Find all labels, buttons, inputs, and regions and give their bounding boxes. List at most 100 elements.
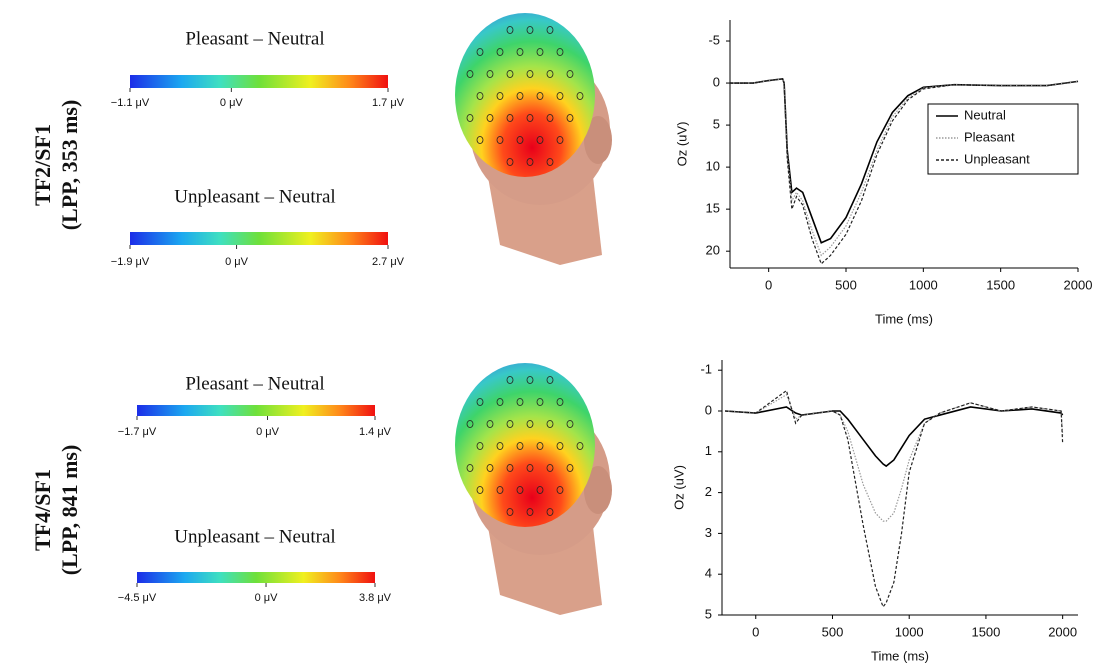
- ear: [584, 466, 612, 514]
- electrode: [566, 70, 574, 78]
- electrode: [516, 486, 524, 494]
- x-tick-label: 0: [765, 277, 772, 292]
- y-tick-label: 1: [705, 443, 712, 458]
- legend-label: Pleasant: [964, 129, 1015, 144]
- electrode: [526, 26, 534, 34]
- electrode: [546, 26, 554, 34]
- electrode: [576, 442, 584, 450]
- electrode: [526, 70, 534, 78]
- y-tick-label: 0: [713, 74, 720, 89]
- y-tick-label: 5: [705, 606, 712, 621]
- electrode: [546, 158, 554, 166]
- electrode: [506, 70, 514, 78]
- electrode: [476, 398, 484, 406]
- electrode: [506, 158, 514, 166]
- x-tick-label: 0: [752, 624, 759, 639]
- row-label: TF2/SF1: [30, 124, 55, 206]
- electrode: [496, 48, 504, 56]
- colorbar-tick-label: 1.4 μV: [359, 426, 392, 438]
- electrode: [516, 92, 524, 100]
- y-tick-label: 0: [705, 402, 712, 417]
- electrode: [546, 70, 554, 78]
- x-axis-label: Time (ms): [871, 648, 929, 663]
- electrode: [526, 158, 534, 166]
- electrode: [496, 136, 504, 144]
- colorbar: [130, 75, 388, 88]
- electrode: [466, 114, 474, 122]
- y-tick-label: 20: [706, 243, 720, 258]
- electrode: [496, 398, 504, 406]
- y-axis-label: Oz (uV): [671, 465, 686, 510]
- electrode: [476, 92, 484, 100]
- colorbar-title: Unpleasant – Neutral: [174, 526, 335, 547]
- scalp: [455, 363, 595, 527]
- y-tick-label: -1: [700, 362, 712, 377]
- electrode: [556, 92, 564, 100]
- electrode: [556, 136, 564, 144]
- electrode: [506, 508, 514, 516]
- electrode: [546, 464, 554, 472]
- electrode: [506, 376, 514, 384]
- electrode: [506, 114, 514, 122]
- electrode: [506, 420, 514, 428]
- colorbar-tick-label: −1.9 μV: [111, 256, 150, 268]
- colorbar: [137, 572, 375, 583]
- electrode: [526, 376, 534, 384]
- x-tick-label: 1000: [895, 624, 924, 639]
- scalp: [455, 13, 595, 177]
- ear: [584, 116, 612, 164]
- electrode: [546, 114, 554, 122]
- y-tick-label: 3: [705, 525, 712, 540]
- colorbar-tick-label: 1.7 μV: [372, 97, 405, 109]
- electrode: [506, 464, 514, 472]
- electrode: [496, 442, 504, 450]
- colorbar-tick-label: 0 μV: [256, 426, 280, 438]
- electrode: [486, 70, 494, 78]
- electrode: [486, 114, 494, 122]
- head: [455, 13, 612, 265]
- legend-label: Unpleasant: [964, 151, 1030, 166]
- electrode: [536, 442, 544, 450]
- row-label: (LPP, 353 ms): [57, 100, 82, 231]
- electrode: [536, 136, 544, 144]
- electrode: [556, 398, 564, 406]
- y-tick-label: 5: [713, 117, 720, 132]
- x-tick-label: 1500: [986, 277, 1015, 292]
- x-tick-label: 1000: [909, 277, 938, 292]
- colorbar-title: Pleasant – Neutral: [185, 28, 324, 49]
- row-label: TF4/SF1: [30, 469, 55, 551]
- electrode: [566, 114, 574, 122]
- electrode: [526, 464, 534, 472]
- colorbar: [137, 405, 375, 416]
- colorbar-tick-label: −1.7 μV: [118, 426, 157, 438]
- electrode: [556, 442, 564, 450]
- electrode: [466, 70, 474, 78]
- colorbar-tick-label: −4.5 μV: [118, 592, 157, 604]
- electrode: [476, 442, 484, 450]
- x-axis-label: Time (ms): [875, 311, 933, 326]
- x-tick-label: 2000: [1048, 624, 1077, 639]
- electrode: [536, 486, 544, 494]
- electrode: [496, 92, 504, 100]
- colorbar-title: Unpleasant – Neutral: [174, 186, 335, 207]
- colorbar-tick-label: 2.7 μV: [372, 256, 405, 268]
- electrode: [566, 464, 574, 472]
- y-tick-label: 4: [705, 566, 712, 581]
- y-tick-label: 10: [706, 159, 720, 174]
- colorbar-title: Pleasant – Neutral: [185, 373, 324, 394]
- line-series: [730, 78, 1079, 265]
- x-tick-label: 2000: [1064, 277, 1093, 292]
- electrode: [556, 486, 564, 494]
- electrode: [466, 420, 474, 428]
- colorbar-tick-label: 0 μV: [220, 97, 244, 109]
- y-axis-label: Oz (uV): [674, 122, 689, 167]
- row-label: (LPP, 841 ms): [57, 445, 82, 576]
- electrode: [566, 420, 574, 428]
- y-tick-label: -5: [708, 32, 720, 47]
- electrode: [556, 48, 564, 56]
- electrode: [536, 48, 544, 56]
- electrode: [536, 92, 544, 100]
- electrode: [476, 48, 484, 56]
- electrode: [536, 398, 544, 406]
